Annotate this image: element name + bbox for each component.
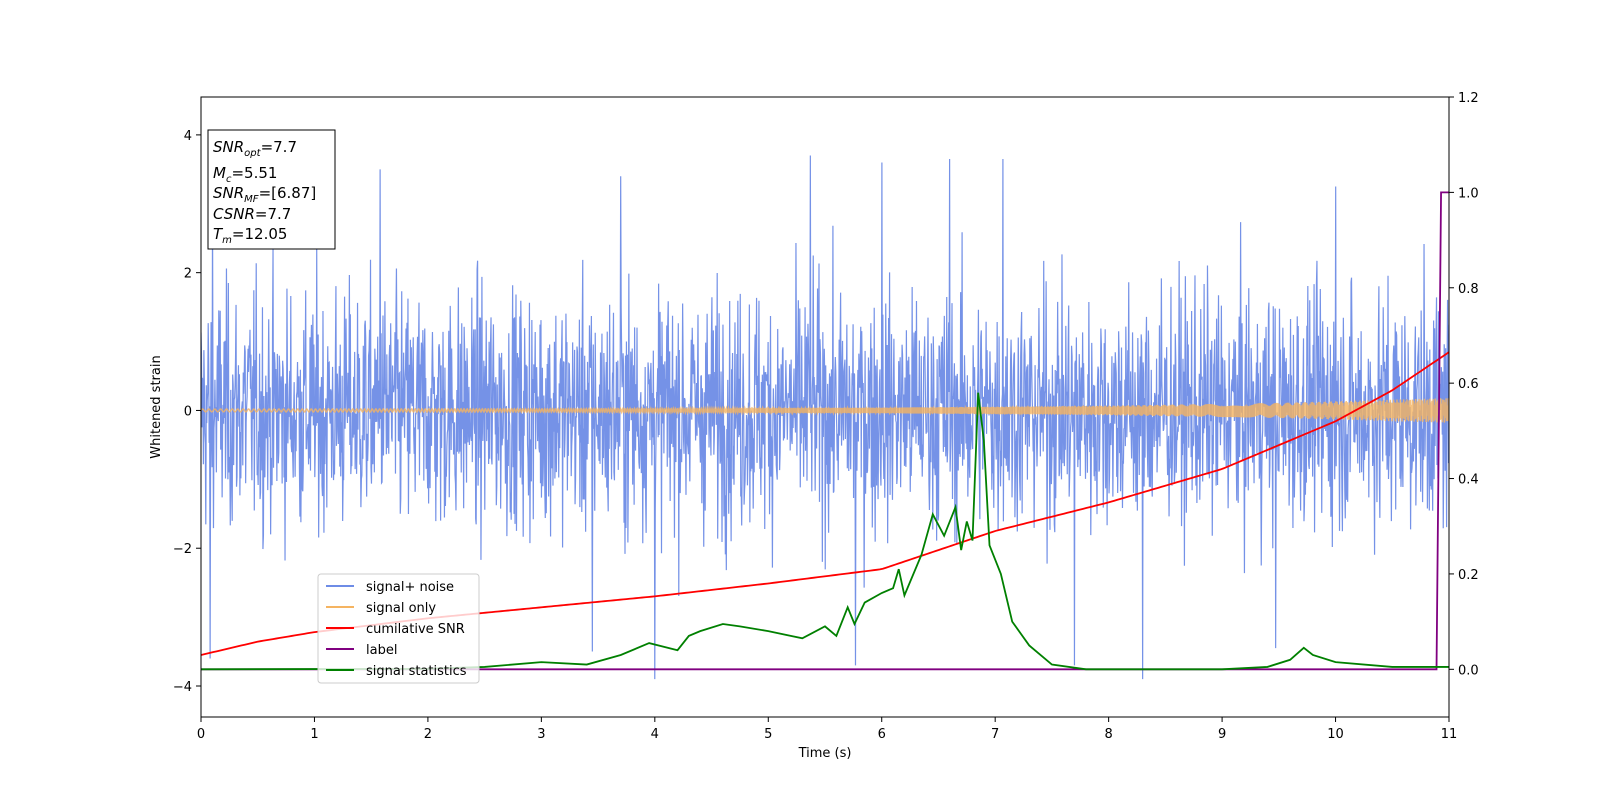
x-tick-label-5: 5 [764,727,772,742]
y-right-tick-label-2: 0.8 [1458,282,1479,297]
x-tick-label-11: 11 [1441,727,1458,742]
x-tick-label-7: 7 [991,727,999,742]
y-left-tick-label-0: 4 [184,129,192,144]
info-csnr: CSNR=7.7 [213,205,291,223]
info-csnr-value: =7.7 [255,205,291,223]
info-snr-opt: SNRopt=7.7 [213,138,297,159]
legend-label-signal-statistics: signal statistics [366,664,467,679]
info-tm: Tm=12.05 [213,225,287,246]
x-tick-label-9: 9 [1218,727,1226,742]
y-left-tick-label-2: 0 [184,404,192,419]
x-tick-label-1: 1 [310,727,318,742]
series-signal-noise [201,155,1449,680]
info-csnr-symbol: CSNR [213,205,255,223]
info-tm-value: =12.05 [232,225,288,243]
series-signal-only [201,398,1449,423]
info-snr-mf-subscript: MF [244,194,259,205]
info-snr-mf-value: =[6.87] [259,184,317,202]
info-mc-symbol: M [213,164,226,182]
y-right-tick-label-1: 1.0 [1458,186,1479,201]
y-axis-title: Whitened strain [149,355,164,458]
x-tick-label-10: 10 [1327,727,1344,742]
info-mc: Mc=5.51 [213,164,277,185]
info-snr-opt-subscript: opt [244,148,261,159]
legend-label-cumulative-snr: cumilative SNR [366,622,465,637]
axes: 0 1 2 3 4 5 6 7 8 9 10 11 4 2 0 −2 −4 1.2 1.0 0.8 0.6 0.4 0.2 0… [173,91,1479,742]
x-tick-label-6: 6 [878,727,886,742]
info-snr-mf-symbol: SNR [213,184,244,202]
series-signal-statistics [201,392,1449,671]
y-right-tick-label-6: 0.0 [1458,663,1479,678]
info-mc-value: =5.51 [231,164,277,182]
info-mc-subscript: c [226,174,232,185]
y-right-tick-label-3: 0.6 [1458,377,1479,392]
series-label [201,191,1449,671]
y-left-tick-label-4: −4 [173,680,192,695]
x-tick-label-0: 0 [197,727,205,742]
info-box-frame [207,129,336,250]
legend-frame [317,573,480,684]
x-tick-label-3: 3 [537,727,545,742]
info-tm-symbol: T [213,225,224,243]
x-tick-label-4: 4 [651,727,659,742]
info-snr-opt-symbol: SNR [213,138,244,156]
info-box: SNRopt=7.7 Mc=5.51 SNRMF=[6.87] CSNR=7.7… [207,129,336,250]
y-left-tick-label-1: 2 [184,267,192,282]
legend-label-signal-noise: signal+ noise [366,580,454,595]
y-right-tick-label-5: 0.2 [1458,568,1479,583]
y-left-tick-label-3: −2 [173,542,192,557]
y-right-tick-label-0: 1.2 [1458,91,1479,106]
plot-frame [200,96,1450,718]
x-tick-label-8: 8 [1104,727,1112,742]
legend-label-label: label [366,643,397,658]
info-snr-mf: SNRMF=[6.87] [213,184,316,205]
x-tick-label-2: 2 [424,727,432,742]
x-axis-title: Time (s) [798,746,852,761]
info-tm-subscript: m [222,235,232,246]
legend-label-signal-only: signal only [366,601,436,616]
y-right-tick-label-4: 0.4 [1458,473,1479,488]
legend: signal+ noise signal only cumilative SNR… [317,573,480,684]
info-snr-opt-value: =7.7 [261,138,297,156]
